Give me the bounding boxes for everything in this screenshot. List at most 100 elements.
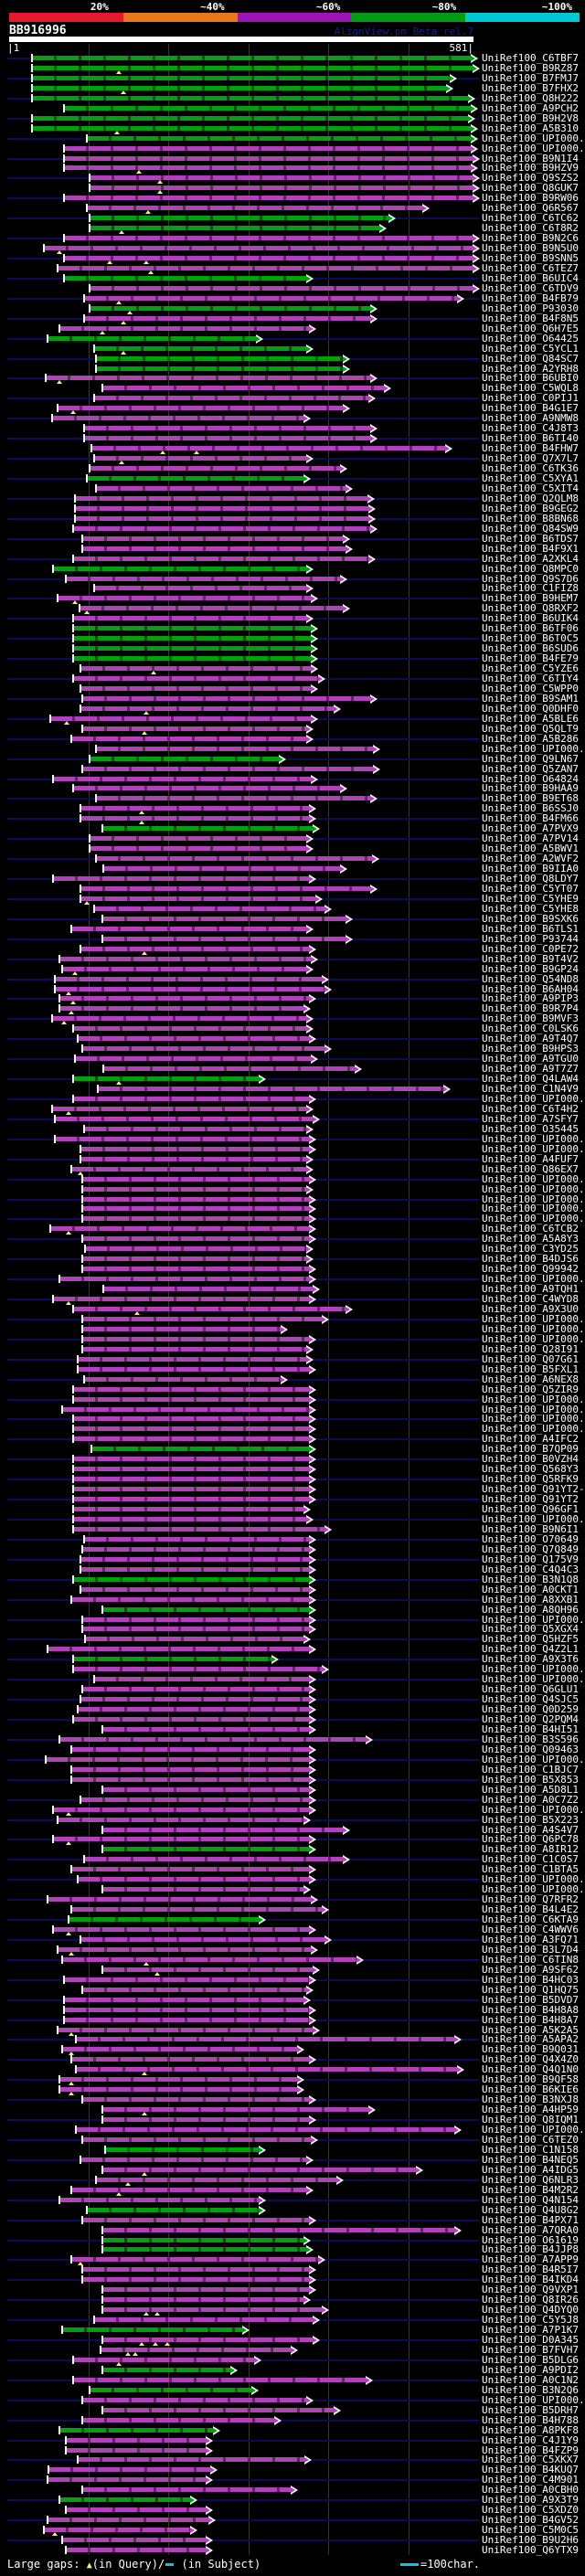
hit-label[interactable]: UniRef100_B7FMJ7 — [482, 72, 579, 84]
hsp-bar[interactable] — [73, 1517, 306, 1521]
hit-label[interactable]: UniRef100_B9Q031 — [482, 2043, 579, 2055]
hsp-bar[interactable] — [87, 476, 303, 481]
hsp-bar[interactable] — [71, 2057, 309, 2062]
alignment-row[interactable]: UniRef100_Q6YTX9 — [0, 2545, 585, 2556]
hit-label[interactable]: UniRef100_B4KUQ7 — [482, 2464, 579, 2475]
hsp-bar[interactable] — [75, 496, 367, 501]
alignment-row[interactable]: UniRef100_C6KTA9 — [0, 1913, 585, 1925]
alignment-row[interactable]: UniRef100_Q4LAW4 — [0, 1074, 585, 1085]
hsp-bar[interactable] — [73, 1397, 309, 1402]
hit-label[interactable]: UniRef100_Q5ZAN7 — [482, 763, 579, 775]
hit-label[interactable]: UniRef100_UPI000.. — [482, 1143, 585, 1155]
hsp-bar[interactable] — [78, 2457, 304, 2462]
hit-label[interactable]: UniRef100_B5DVD7 — [482, 1994, 579, 2006]
alignment-row[interactable]: UniRef100_B9SAM1 — [0, 694, 585, 705]
hit-label[interactable]: UniRef100_B6TF06 — [482, 622, 579, 634]
hsp-bar[interactable] — [48, 2477, 206, 2482]
hit-label[interactable]: UniRef100_Q8IR26 — [482, 2294, 579, 2306]
hit-label[interactable]: UniRef100_UPI000.. — [482, 143, 585, 154]
alignment-row[interactable]: UniRef100_B9GP24 — [0, 964, 585, 975]
hsp-bar[interactable] — [82, 2398, 306, 2402]
hit-label[interactable]: UniRef100_B9SAM1 — [482, 693, 579, 705]
alignment-row[interactable]: UniRef100_UPI000.. — [0, 1674, 585, 1685]
hit-label[interactable]: UniRef100_B9N2C6 — [482, 232, 579, 244]
alignment-row[interactable]: UniRef100_Q6H7E5 — [0, 323, 585, 334]
hsp-bar[interactable] — [78, 1877, 309, 1882]
hit-label[interactable]: UniRef100_B6KIE6 — [482, 2083, 579, 2095]
hit-label[interactable]: UniRef100_A7QRA0 — [482, 2224, 579, 2236]
hit-label[interactable]: UniRef100_A0C1N2 — [482, 2374, 579, 2386]
hsp-bar[interactable] — [52, 1016, 306, 1021]
hsp-bar[interactable] — [73, 526, 370, 531]
alignment-row[interactable]: UniRef100_B9H2V8 — [0, 113, 585, 124]
alignment-row[interactable]: UniRef100_UPI000.. — [0, 1514, 585, 1525]
hsp-bar[interactable] — [82, 536, 343, 541]
hit-label[interactable]: UniRef100_Q5RFK9 — [482, 1473, 579, 1485]
alignment-row[interactable]: UniRef100_Q2QLM8 — [0, 493, 585, 504]
hit-label[interactable]: UniRef100_A9T7Z7 — [482, 1063, 579, 1075]
alignment-row[interactable]: UniRef100_A4IFC2 — [0, 1434, 585, 1445]
alignment-row[interactable]: UniRef100_A4FUF7 — [0, 1154, 585, 1165]
hit-label[interactable]: UniRef100_C6TEZ7 — [482, 262, 579, 274]
hit-label[interactable]: UniRef100_B6UBI0 — [482, 372, 579, 384]
hsp-bar[interactable] — [90, 226, 379, 230]
hsp-bar[interactable] — [80, 686, 311, 691]
alignment-row[interactable]: UniRef100_B0VZH4 — [0, 1454, 585, 1465]
hsp-bar[interactable] — [52, 416, 303, 420]
alignment-row[interactable]: UniRef100_B9QF58 — [0, 2074, 585, 2085]
hit-label[interactable]: UniRef100_A5D8L1 — [482, 1784, 579, 1796]
alignment-row[interactable]: UniRef100_UPI000.. — [0, 1874, 585, 1885]
alignment-row[interactable]: UniRef100_UPI000.. — [0, 1424, 585, 1435]
hit-label[interactable]: UniRef100_C6TK36 — [482, 462, 579, 474]
hsp-bar[interactable] — [80, 2157, 306, 2162]
hit-label[interactable]: UniRef100_A4IDG5 — [482, 2164, 579, 2176]
hit-label[interactable]: UniRef100_Q2PQM4 — [482, 1713, 579, 1725]
alignment-row[interactable]: UniRef100_UPI000.. — [0, 2394, 585, 2406]
hit-label[interactable]: UniRef100_Q8H222 — [482, 92, 579, 104]
hit-label[interactable]: UniRef100_C0PE72 — [482, 943, 579, 955]
hsp-bar[interactable] — [73, 1477, 309, 1481]
hit-label[interactable]: UniRef100_C1FIZ8 — [482, 582, 579, 594]
hsp-bar[interactable] — [90, 846, 306, 851]
hit-label[interactable]: UniRef100_B4DJS6 — [482, 1253, 579, 1265]
alignment-row[interactable]: UniRef100_Q7Q849 — [0, 1544, 585, 1555]
alignment-row[interactable]: UniRef100_A3FQ71 — [0, 1935, 585, 1945]
hit-label[interactable]: UniRef100_UPI000.. — [482, 2394, 585, 2406]
hsp-bar[interactable] — [82, 546, 346, 551]
hit-label[interactable]: UniRef100_A5BWV1 — [482, 843, 579, 854]
hit-label[interactable]: UniRef100_UPI000.. — [482, 1183, 585, 1195]
hsp-bar[interactable] — [102, 826, 313, 831]
hsp-bar[interactable] — [71, 1747, 309, 1752]
alignment-row[interactable]: UniRef100_O64425 — [0, 334, 585, 345]
alignment-row[interactable]: UniRef100_UPI000.. — [0, 1664, 585, 1675]
alignment-row[interactable]: UniRef100_B9ET68 — [0, 793, 585, 804]
alignment-row[interactable]: UniRef100_B4F8N5 — [0, 313, 585, 324]
hit-label[interactable]: UniRef100_Q99942 — [482, 1263, 579, 1275]
hit-label[interactable]: UniRef100_Q7RFR2 — [482, 1893, 579, 1905]
hsp-bar[interactable] — [94, 586, 306, 590]
alignment-row[interactable]: UniRef100_B6TLS1 — [0, 924, 585, 935]
hit-label[interactable]: UniRef100_B7QP09 — [482, 1443, 579, 1455]
alignment-row[interactable]: UniRef100_A9X3T9 — [0, 2495, 585, 2506]
hit-label[interactable]: UniRef100_C5YZE6 — [482, 663, 579, 674]
hsp-bar[interactable] — [55, 1117, 313, 1121]
alignment-row[interactable]: UniRef100_Q8H222 — [0, 92, 585, 104]
alignment-row[interactable]: UniRef100_B9Q031 — [0, 2043, 585, 2055]
hsp-bar[interactable] — [73, 646, 311, 651]
hit-label[interactable]: UniRef100_B9HAA9 — [482, 782, 579, 794]
hsp-bar[interactable] — [75, 1056, 311, 1061]
hit-label[interactable]: UniRef100_UPI000.. — [482, 2124, 585, 2136]
hsp-bar[interactable] — [71, 2257, 318, 2262]
alignment-row[interactable]: UniRef100_C6TBF7 — [0, 53, 585, 64]
alignment-row[interactable]: UniRef100_B9RZ87 — [0, 63, 585, 74]
hsp-bar[interactable] — [80, 816, 309, 821]
hsp-bar[interactable] — [90, 836, 306, 841]
hit-label[interactable]: UniRef100_UPI000.. — [482, 1313, 585, 1325]
hit-label[interactable]: UniRef100_B4M2R2 — [482, 2184, 579, 2196]
alignment-row[interactable]: UniRef100_A5B310 — [0, 123, 585, 134]
alignment-row[interactable]: UniRef100_Q9VXP1 — [0, 2284, 585, 2295]
hsp-bar[interactable] — [48, 1897, 311, 1902]
hit-label[interactable]: UniRef100_Q8RXF2 — [482, 602, 579, 614]
hit-label[interactable]: UniRef100_C6KTA9 — [482, 1913, 579, 1925]
hit-label[interactable]: UniRef100_C0PIJ1 — [482, 392, 579, 404]
